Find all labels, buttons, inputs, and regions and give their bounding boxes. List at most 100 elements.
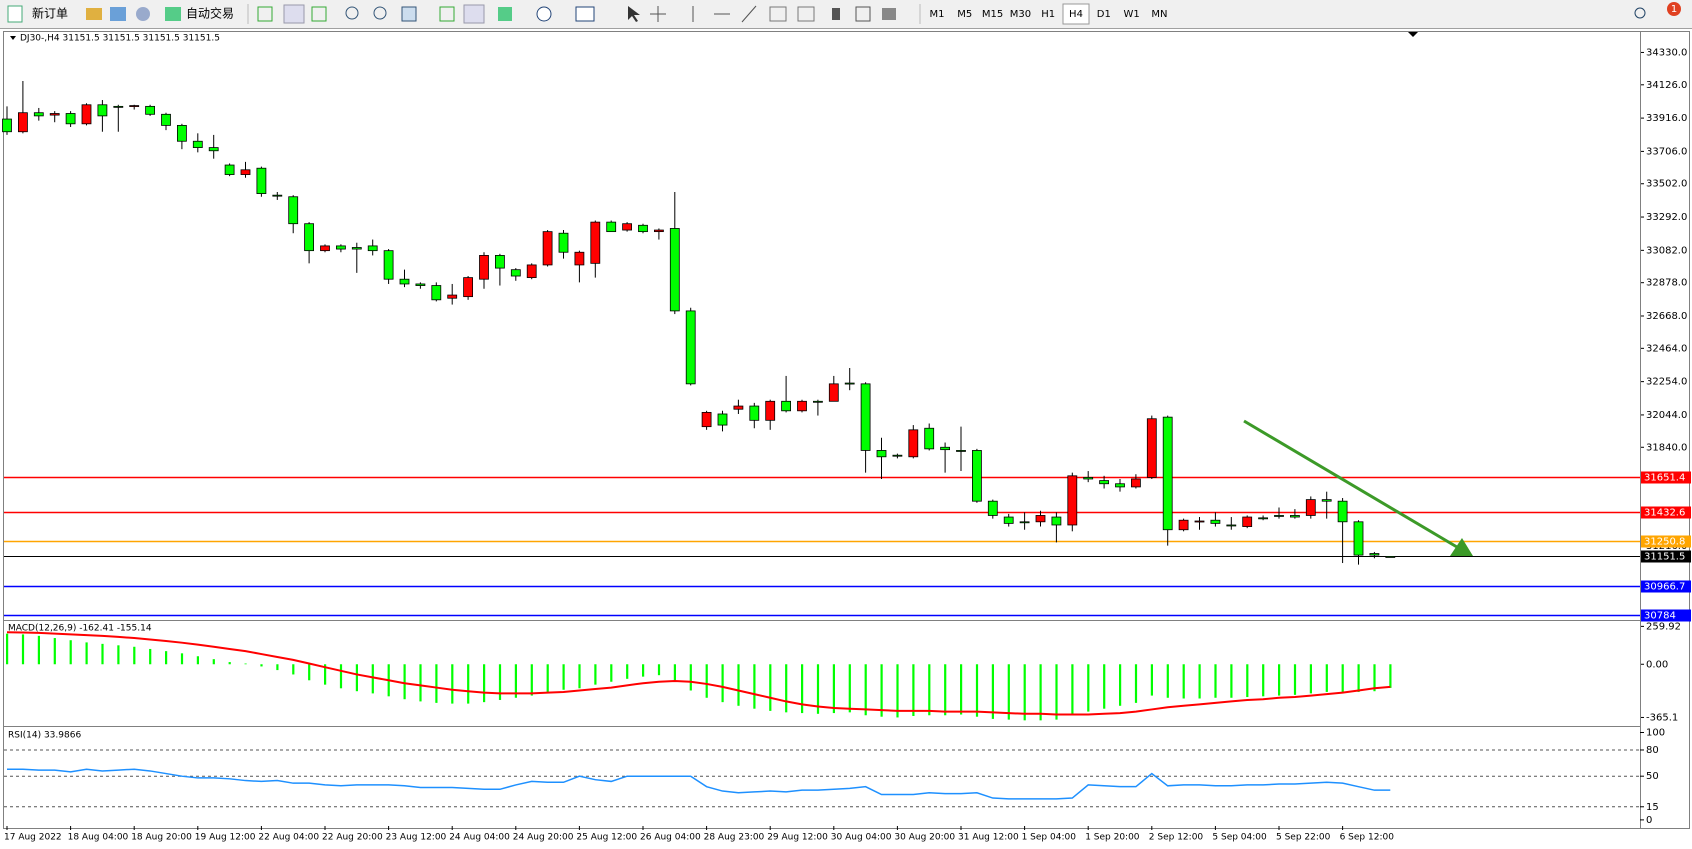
trend-arrow <box>1243 419 1463 552</box>
y-tick-label: 33502.0 <box>1646 179 1687 190</box>
trendline-tool[interactable] <box>741 5 757 23</box>
tool-icon[interactable] <box>401 6 417 22</box>
level-label: 31432.6 <box>1644 508 1685 519</box>
candle-body <box>972 450 982 502</box>
notification-badge[interactable] <box>1667 2 1681 16</box>
tool-icon[interactable] <box>311 6 327 22</box>
level-tag <box>1641 471 1691 484</box>
timeframe-button[interactable]: H4 <box>1069 9 1083 20</box>
timeframe-button[interactable]: MN <box>1151 9 1167 20</box>
text-tool[interactable] <box>832 8 840 20</box>
new-order-icon[interactable] <box>7 5 23 23</box>
plot: 34330.0 34126.0 33916.0 33706.0 33502.0 33292… <box>2 32 1691 843</box>
timeframe-button[interactable]: D1 <box>1097 9 1111 20</box>
candle-body <box>765 400 776 421</box>
tool-icon[interactable] <box>439 6 455 22</box>
candle-body <box>1321 499 1332 502</box>
timeframe-button[interactable]: M5 <box>957 9 972 20</box>
macd-bar <box>928 664 931 716</box>
x-tick-label: 6 Sep 12:00 <box>1340 833 1395 843</box>
macd-bar <box>530 664 533 696</box>
macd-bar <box>801 664 804 714</box>
candle-body <box>1353 521 1364 556</box>
zoom-out[interactable] <box>373 6 387 20</box>
macd-bar <box>1262 664 1265 697</box>
candle-body <box>479 255 489 280</box>
tool-icon[interactable] <box>110 7 126 21</box>
tool-icon[interactable] <box>86 8 102 20</box>
macd-bar <box>1357 664 1360 692</box>
y-tick-label: 80 <box>1646 745 1659 756</box>
macd-bar <box>435 664 438 703</box>
fibo-tool[interactable] <box>797 6 815 22</box>
candle-body <box>813 400 823 403</box>
level-label: 31250.8 <box>1644 537 1685 548</box>
candle-body <box>606 221 617 233</box>
label-tool[interactable] <box>855 6 871 22</box>
macd-bar <box>1278 664 1281 696</box>
macd-bar <box>1023 664 1026 721</box>
macd-bar <box>769 664 772 711</box>
candle-body <box>1337 500 1348 523</box>
channel-tool[interactable] <box>769 6 787 22</box>
search-icon[interactable] <box>1634 7 1646 19</box>
candle-body <box>304 223 315 252</box>
macd-bar <box>848 664 851 713</box>
tool-icon[interactable] <box>575 6 595 22</box>
arrows-tool[interactable] <box>882 8 896 20</box>
candle-body <box>1115 483 1125 488</box>
toolbar: 新订单 自动交易 1 <box>7 2 1681 24</box>
candle-body <box>510 269 521 277</box>
macd-bar <box>1341 664 1344 692</box>
tool-icon[interactable] <box>257 6 273 22</box>
candle-body <box>860 383 871 451</box>
y-tick-label: -365.1 <box>1646 712 1678 723</box>
active-timeframe <box>1062 3 1090 25</box>
macd-bar <box>1246 664 1249 698</box>
macd-bar <box>451 664 454 704</box>
macd-bar <box>642 664 645 677</box>
y-tick-label: 33292.0 <box>1646 212 1687 223</box>
candle-body <box>924 427 935 450</box>
candle-body <box>17 112 28 133</box>
timeframe-button[interactable]: W1 <box>1123 9 1139 20</box>
auto-trading-button[interactable]: 自动交易 <box>186 6 234 21</box>
new-order-button[interactable]: 新订单 <box>32 6 68 21</box>
candle-body <box>1067 475 1078 526</box>
timeframe-button[interactable]: M30 <box>1010 9 1031 20</box>
macd-bar <box>244 663 247 665</box>
candle-body <box>65 113 76 125</box>
candle-body <box>415 283 426 286</box>
timeframe-button[interactable]: H1 <box>1041 9 1055 20</box>
auto-trading-icon[interactable] <box>165 7 181 21</box>
candle-body <box>208 147 219 152</box>
tool-icon[interactable] <box>463 4 485 24</box>
candle-body <box>240 169 251 175</box>
chart-frame <box>3 31 1690 829</box>
candle-body <box>81 104 92 125</box>
macd-bar <box>1134 664 1138 703</box>
tool-icon[interactable] <box>536 6 552 22</box>
zoom-in[interactable] <box>345 6 359 20</box>
timeframe-button[interactable]: M15 <box>982 9 1003 20</box>
macd-bar <box>689 664 692 691</box>
macd-bar <box>626 664 629 679</box>
timeframe-button[interactable]: M1 <box>930 9 945 20</box>
tool-icon[interactable] <box>136 7 150 21</box>
macd-bar <box>53 638 56 665</box>
cursor-tool[interactable] <box>628 6 640 22</box>
tool-icon[interactable] <box>498 7 512 21</box>
macd-bar <box>960 664 963 715</box>
candle-body <box>320 245 330 252</box>
candle-body <box>1194 520 1205 523</box>
macd-bar <box>6 633 9 665</box>
tool-icon[interactable] <box>283 4 305 24</box>
candle-body <box>844 382 855 385</box>
macd-bar <box>180 653 184 665</box>
candle-body <box>590 221 601 264</box>
x-tick-label: 18 Aug 04:00 <box>68 833 129 843</box>
macd-bar <box>1007 664 1010 720</box>
macd-bar <box>1214 664 1217 698</box>
candle-body <box>1242 516 1253 527</box>
